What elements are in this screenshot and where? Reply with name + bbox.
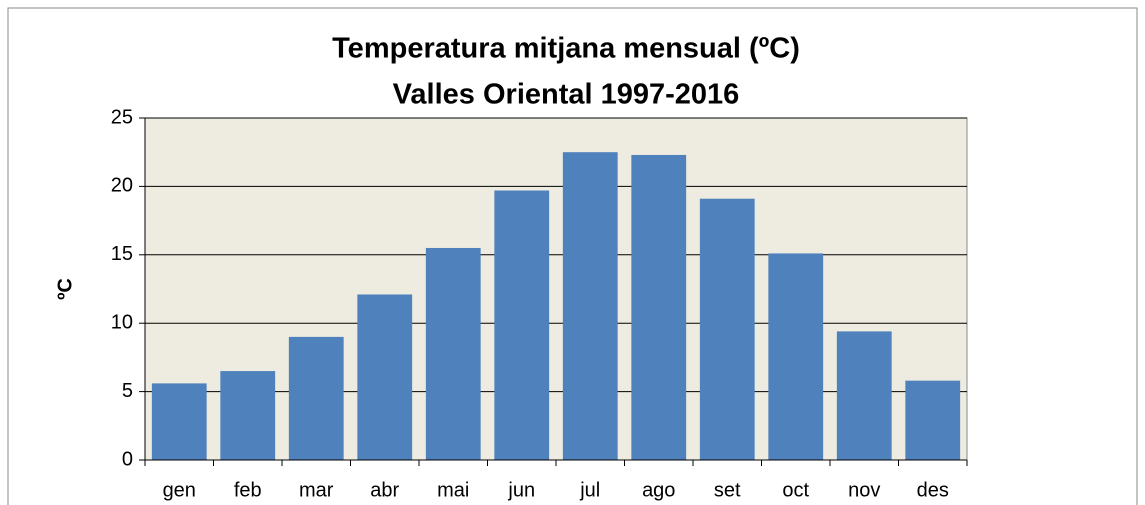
y-tick-label: 10 (111, 311, 133, 333)
bar (494, 190, 550, 460)
bar (562, 152, 618, 460)
bar (151, 383, 207, 460)
bar (357, 294, 413, 460)
y-tick-label: 20 (111, 175, 133, 197)
x-tick-label: mai (437, 479, 469, 501)
x-tick-label: ago (642, 479, 675, 501)
chart-title: Temperatura mitjana mensual (ºC) (332, 33, 800, 65)
x-tick-label: oct (782, 479, 809, 501)
x-tick-label: des (917, 479, 949, 501)
chart-subtitle: Valles Oriental 1997-2016 (393, 79, 740, 111)
bar (699, 198, 755, 460)
bar (631, 154, 687, 460)
y-tick-label: 15 (111, 243, 133, 265)
y-tick-label: 25 (111, 106, 133, 128)
y-tick-label: 5 (122, 380, 133, 402)
chart-frame (7, 7, 1138, 505)
x-tick-label: mar (299, 479, 334, 501)
x-tick-label: gen (163, 479, 196, 501)
x-tick-label: nov (848, 479, 880, 501)
x-tick-label: jun (507, 479, 535, 501)
bar (220, 371, 276, 460)
bar (425, 247, 481, 460)
bar (836, 331, 892, 460)
bar (288, 336, 344, 460)
bar (768, 253, 824, 460)
x-tick-label: abr (370, 479, 399, 501)
bar (905, 380, 961, 460)
x-tick-label: feb (234, 479, 262, 501)
x-tick-label: jul (579, 479, 600, 501)
y-tick-label: 0 (122, 448, 133, 470)
y-axis-label: ºC (54, 278, 76, 300)
x-tick-label: set (714, 479, 741, 501)
